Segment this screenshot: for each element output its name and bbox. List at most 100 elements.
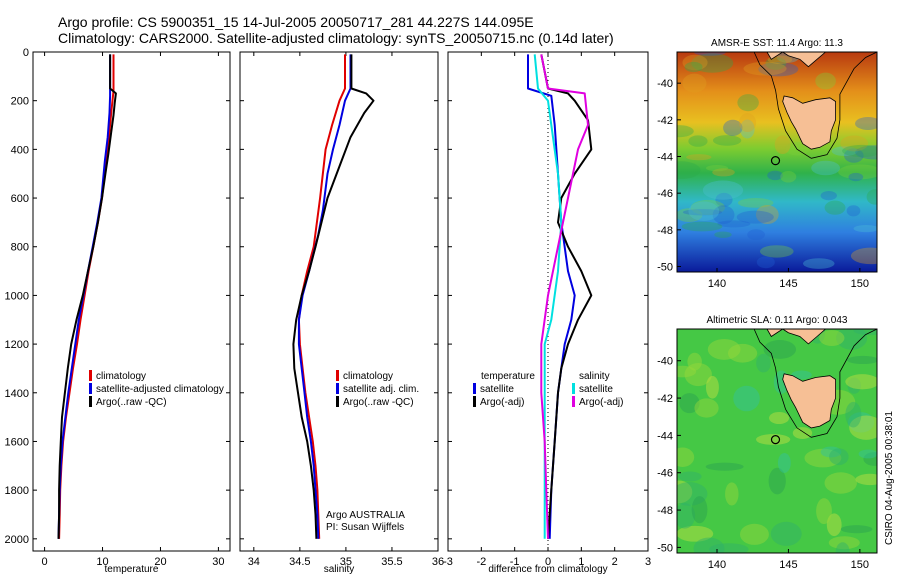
sla-patch — [727, 343, 758, 363]
y-tick-label: -42 — [657, 115, 673, 127]
sla-patch — [770, 521, 802, 546]
sst-patch — [712, 205, 735, 225]
sst-patch — [740, 119, 755, 139]
x-tick-label: 150 — [851, 559, 869, 571]
series-line-temperature-argo-adj- — [540, 54, 593, 539]
map-frame — [676, 328, 878, 554]
tasmania-land — [782, 95, 836, 150]
sla-patch — [853, 329, 877, 336]
x-tick-label: 2 — [612, 556, 618, 568]
sla-patch — [733, 385, 760, 412]
sla-patch — [677, 447, 695, 467]
sla-patch — [847, 412, 875, 433]
x-tick-label: -1 — [510, 556, 520, 568]
y-tick-label: -44 — [657, 152, 673, 164]
legend-label: Argo(-adj) — [579, 397, 623, 408]
x-axis-label: salinity — [324, 564, 355, 575]
plot-frame — [239, 51, 439, 552]
sst-field — [677, 52, 877, 272]
sst-patch — [737, 94, 759, 112]
sst-patch — [715, 192, 733, 207]
sla-patch — [824, 472, 857, 494]
sst-patch — [831, 146, 858, 157]
x-tick-label: 0 — [42, 556, 48, 568]
y-tick-label: -48 — [657, 225, 673, 237]
y-tick-label: -40 — [657, 356, 673, 368]
y-tick-label: -40 — [657, 78, 673, 90]
sst-patch — [682, 73, 707, 93]
sst-patch — [712, 135, 742, 146]
sla-patch — [768, 467, 786, 495]
y-tick-label: 1800 — [5, 485, 29, 497]
sla-patch — [687, 352, 702, 371]
x-tick-label: 30 — [212, 556, 224, 568]
x-tick-label: 140 — [708, 278, 726, 290]
x-tick-label: 35 — [340, 556, 352, 568]
legend-swatch — [89, 396, 92, 407]
sla-patch — [694, 398, 719, 418]
sst-patch — [844, 148, 864, 163]
sst-patch — [705, 164, 729, 172]
sla-patch — [707, 339, 741, 360]
sla-patch — [791, 370, 812, 380]
sst-patch — [803, 258, 835, 269]
legend-swatch — [89, 383, 92, 394]
sla-patch — [756, 434, 791, 445]
sst-patch — [717, 220, 751, 228]
legend-label: satellite — [579, 384, 613, 395]
sla-patch — [826, 513, 842, 537]
sla-patch — [691, 496, 708, 524]
sst-patch — [866, 189, 877, 205]
y-tick-label: 1200 — [5, 339, 29, 351]
sst-patch — [681, 221, 723, 232]
sst-patch — [690, 199, 726, 216]
float-location-marker — [770, 156, 781, 166]
y-tick-label: -46 — [657, 468, 673, 480]
sla-patch — [828, 536, 860, 550]
sla-patch — [845, 374, 877, 390]
sla-patch — [684, 363, 712, 387]
profile-panel-1: 0 10 20 30 temperature 0 200 400 600 800 1000 1200 1… — [5, 47, 231, 575]
sla-field — [677, 329, 877, 553]
x-tick-label: 145 — [779, 278, 797, 290]
y-tick-label: 2000 — [5, 534, 29, 546]
sst-patch — [838, 164, 877, 180]
sla-patch — [829, 448, 849, 466]
series-line-salinity-argo-adj- — [540, 54, 589, 539]
sla-patch — [705, 375, 719, 399]
map-panel-1: AMSR-E SST: 11.4 Argo: 11.3 140 145 150 -40 -… — [657, 38, 878, 290]
sla-patch — [705, 462, 744, 471]
sla-patch — [863, 452, 877, 466]
sst-patch — [723, 119, 743, 137]
sst-patch — [755, 205, 779, 225]
y-tick-label: 400 — [11, 144, 29, 156]
sla-patch — [849, 415, 877, 440]
sla-patch — [792, 427, 813, 439]
sst-patch — [850, 247, 877, 265]
sla-patch — [845, 401, 862, 428]
y-tick-label: -46 — [657, 188, 673, 200]
sla-patch — [679, 393, 700, 414]
y-tick-label: -50 — [657, 542, 673, 554]
sst-patch — [688, 135, 708, 147]
sst-patch — [736, 210, 774, 224]
sla-patch — [677, 525, 714, 542]
sst-patch — [714, 231, 732, 238]
legend-swatch — [473, 396, 476, 407]
legend-label: Argo(..raw -QC) — [96, 397, 167, 408]
x-tick-label: 34 — [248, 556, 260, 568]
legend-swatch — [336, 396, 339, 407]
sst-patch — [686, 154, 712, 161]
legend-label: satellite adj. clim. — [343, 384, 419, 395]
x-tick-label: -2 — [476, 556, 486, 568]
shelf-contour — [753, 329, 877, 438]
sst-patch — [848, 172, 864, 182]
x-tick-label: 36 — [432, 556, 444, 568]
sst-patch — [702, 180, 744, 200]
sst-patch — [691, 53, 734, 73]
sla-patch — [816, 498, 832, 525]
tasmania-land — [782, 373, 836, 429]
x-tick-label: 150 — [851, 278, 869, 290]
plot-frame — [32, 51, 231, 552]
sla-patch — [739, 523, 769, 545]
